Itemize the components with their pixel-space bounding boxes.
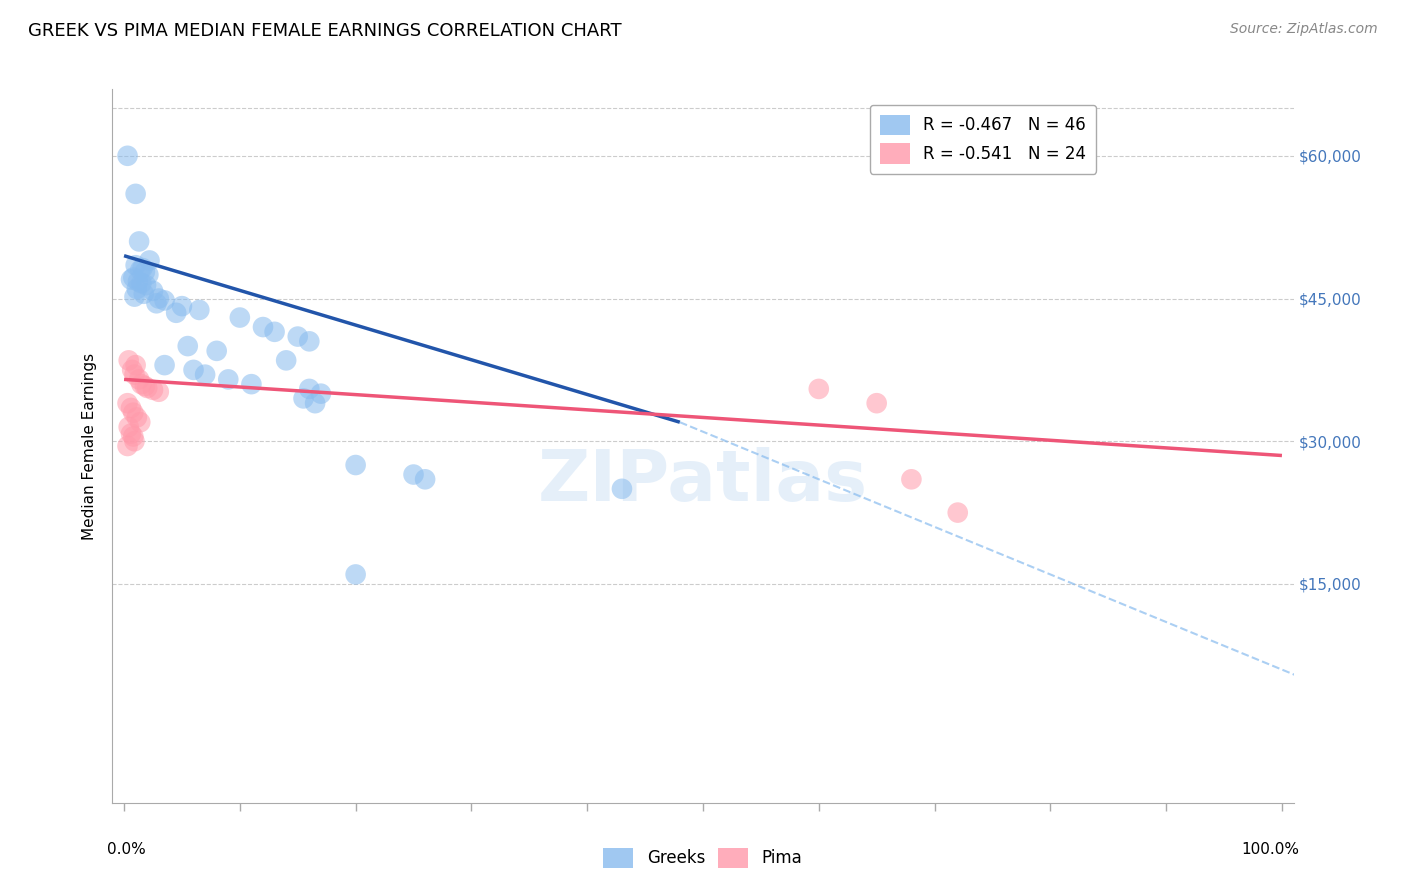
Point xyxy=(866,396,889,410)
Text: Source: ZipAtlas.com: Source: ZipAtlas.com xyxy=(1230,22,1378,37)
Point xyxy=(165,306,187,320)
Point xyxy=(121,363,143,377)
Text: 100.0%: 100.0% xyxy=(1241,842,1299,857)
Point xyxy=(188,302,211,317)
Point xyxy=(946,506,969,520)
Point xyxy=(124,368,146,382)
Point xyxy=(153,293,176,308)
Text: GREEK VS PIMA MEDIAN FEMALE EARNINGS CORRELATION CHART: GREEK VS PIMA MEDIAN FEMALE EARNINGS COR… xyxy=(28,22,621,40)
Point xyxy=(124,258,146,272)
Point xyxy=(122,406,145,420)
Point xyxy=(229,310,252,325)
Text: ZIPatlas: ZIPatlas xyxy=(538,447,868,516)
Point xyxy=(120,426,142,441)
Point xyxy=(610,482,633,496)
Point xyxy=(122,429,145,443)
Point xyxy=(117,396,139,410)
Point xyxy=(177,339,200,353)
Point xyxy=(807,382,830,396)
Point xyxy=(252,320,274,334)
Point xyxy=(134,379,156,393)
Point xyxy=(263,325,285,339)
Point xyxy=(148,292,170,306)
Point xyxy=(128,372,150,386)
Point xyxy=(304,396,326,410)
Point xyxy=(276,353,298,368)
Point xyxy=(205,343,228,358)
Point xyxy=(135,278,157,293)
Point xyxy=(124,290,146,304)
Point xyxy=(298,382,321,396)
Point xyxy=(124,186,146,201)
Point xyxy=(125,410,148,425)
Point xyxy=(120,401,142,415)
Point xyxy=(122,270,145,285)
Point xyxy=(127,274,149,288)
Y-axis label: Median Female Earnings: Median Female Earnings xyxy=(82,352,97,540)
Point xyxy=(292,392,315,406)
Point xyxy=(131,377,153,392)
Point xyxy=(136,381,159,395)
Point xyxy=(900,472,922,486)
Legend: R = -0.467   N = 46, R = -0.541   N = 24: R = -0.467 N = 46, R = -0.541 N = 24 xyxy=(870,104,1097,174)
Point xyxy=(344,458,367,472)
Point xyxy=(134,265,156,279)
Point xyxy=(117,439,139,453)
Point xyxy=(183,363,205,377)
Point xyxy=(287,329,309,343)
Point xyxy=(131,261,153,276)
Point xyxy=(118,353,141,368)
Point xyxy=(117,149,139,163)
Point xyxy=(142,284,165,298)
Text: 0.0%: 0.0% xyxy=(107,842,145,857)
Point xyxy=(118,420,141,434)
Point xyxy=(138,268,160,282)
Point xyxy=(309,386,332,401)
Point xyxy=(153,358,176,372)
Point xyxy=(129,263,152,277)
Point xyxy=(120,272,142,286)
Legend: Greeks, Pima: Greeks, Pima xyxy=(596,841,810,875)
Point xyxy=(402,467,425,482)
Point xyxy=(131,277,153,291)
Point xyxy=(217,372,239,386)
Point xyxy=(138,253,160,268)
Point xyxy=(142,383,165,397)
Point xyxy=(298,334,321,349)
Point xyxy=(125,282,148,296)
Point xyxy=(344,567,367,582)
Point xyxy=(129,415,152,429)
Point xyxy=(145,296,167,310)
Point xyxy=(148,384,170,399)
Point xyxy=(413,472,436,486)
Point xyxy=(240,377,263,392)
Point xyxy=(128,235,150,249)
Point xyxy=(132,286,155,301)
Point xyxy=(124,434,146,449)
Point xyxy=(170,299,193,313)
Point xyxy=(124,358,146,372)
Point xyxy=(194,368,217,382)
